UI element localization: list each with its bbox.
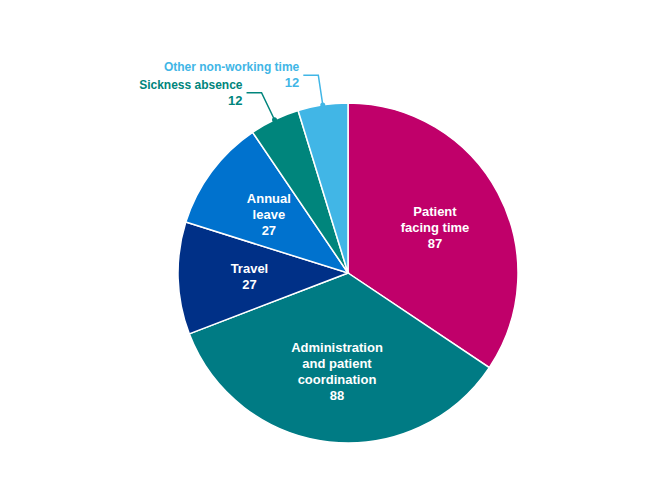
svg-text:Other non-working time: Other non-working time	[164, 60, 300, 74]
svg-text:Administrationand patientcoord: Administrationand patientcoordination88	[291, 339, 383, 402]
svg-text:12: 12	[285, 75, 299, 90]
svg-text:Patientfacing time87: Patientfacing time87	[401, 203, 470, 250]
svg-text:Travel27: Travel27	[231, 261, 269, 292]
svg-text:Annualleave27: Annualleave27	[247, 191, 291, 238]
svg-text:12: 12	[228, 93, 242, 108]
svg-text:Sickness absence: Sickness absence	[139, 78, 243, 92]
